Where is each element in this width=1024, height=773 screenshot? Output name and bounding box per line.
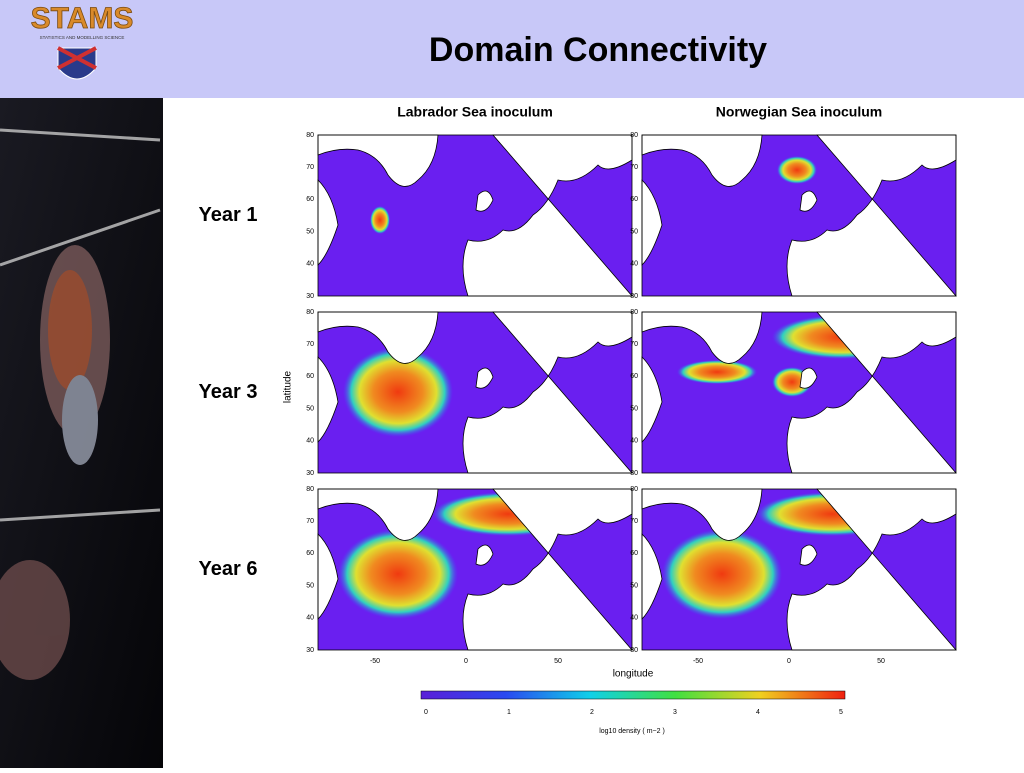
latitude-tick: 70	[306, 341, 314, 348]
colorbar-label: log10 density ( m−2 )	[599, 728, 665, 735]
latitude-tick: 60	[306, 196, 314, 203]
latitude-tick: 70	[630, 518, 638, 525]
row-label: Year 6	[199, 558, 258, 580]
latitude-tick: 80	[630, 486, 638, 493]
latitude-tick: 50	[306, 405, 314, 412]
longitude-tick: 50	[877, 658, 885, 665]
map-frame	[641, 488, 957, 651]
latitude-tick: 80	[630, 132, 638, 139]
density-patch	[777, 156, 817, 184]
latitude-tick: 70	[306, 518, 314, 525]
map-panel	[317, 488, 633, 651]
latitude-tick: 50	[306, 228, 314, 235]
colorbar-tick: 5	[839, 709, 843, 716]
latitude-tick: 70	[630, 164, 638, 171]
logo-cross	[57, 46, 97, 70]
colorbar-tick: 1	[507, 709, 511, 716]
latitude-tick: 30	[306, 647, 314, 654]
land	[641, 134, 957, 297]
y-axis-label: latitude	[283, 370, 294, 403]
map-frame	[317, 134, 633, 297]
colorbar-tick: 4	[756, 709, 760, 716]
latitude-tick: 40	[306, 438, 314, 445]
column-title: Norwegian Sea inoculum	[716, 104, 882, 120]
latitude-tick: 30	[630, 647, 638, 654]
latitude-tick: 40	[630, 438, 638, 445]
row-label: Year 1	[199, 204, 258, 226]
latitude-tick: 60	[630, 196, 638, 203]
land	[317, 488, 633, 651]
latitude-tick: 80	[306, 309, 314, 316]
latitude-tick: 80	[306, 132, 314, 139]
map-frame	[641, 134, 957, 297]
density-patch	[370, 206, 390, 234]
latitude-tick: 50	[306, 582, 314, 589]
map-panel	[641, 488, 957, 651]
header-band	[0, 0, 1024, 98]
colorbar-tick: 0	[424, 709, 428, 716]
land	[317, 134, 633, 297]
logo-text: STAMS	[31, 2, 134, 35]
latitude-tick: 40	[306, 615, 314, 622]
latitude-tick: 80	[630, 309, 638, 316]
density-patch	[338, 529, 458, 619]
latitude-tick: 40	[630, 261, 638, 268]
colorbar	[420, 690, 846, 700]
latitude-tick: 50	[630, 228, 638, 235]
latitude-tick: 30	[306, 470, 314, 477]
latitude-tick: 60	[630, 373, 638, 380]
column-title: Labrador Sea inoculum	[397, 104, 553, 120]
latitude-tick: 40	[306, 261, 314, 268]
map-panel	[317, 134, 633, 297]
latitude-tick: 30	[630, 470, 638, 477]
latitude-tick: 60	[630, 550, 638, 557]
density-patch	[343, 347, 453, 437]
longitude-tick: -50	[693, 658, 703, 665]
map-panel	[641, 311, 957, 474]
latitude-tick: 60	[306, 550, 314, 557]
map-frame	[317, 488, 633, 651]
latitude-tick: 40	[630, 615, 638, 622]
longitude-tick: 0	[464, 658, 468, 665]
longitude-tick: -50	[370, 658, 380, 665]
latitude-tick: 80	[306, 486, 314, 493]
latitude-tick: 70	[306, 164, 314, 171]
colorbar-tick: 2	[590, 709, 594, 716]
longitude-tick: 0	[787, 658, 791, 665]
logo-subtitle: STATISTICS AND MODELLING SCIENCE	[40, 35, 125, 40]
latitude-tick: 30	[306, 293, 314, 300]
map-frame	[317, 311, 633, 474]
slide-title: Domain Connectivity	[429, 31, 767, 69]
land	[641, 488, 957, 651]
land	[317, 311, 633, 474]
photo-detail	[0, 128, 161, 680]
latitude-tick: 50	[630, 405, 638, 412]
map-frame	[641, 311, 957, 474]
density-patch	[662, 529, 782, 619]
latitude-tick: 50	[630, 582, 638, 589]
land	[641, 311, 957, 474]
colorbar-tick: 3	[673, 709, 677, 716]
figure: Labrador Sea inoculum Norwegian Sea inocu…	[199, 104, 957, 735]
density-patch	[677, 360, 757, 384]
row-label: Year 3	[199, 381, 258, 403]
longitude-tick: 50	[554, 658, 562, 665]
map-panel	[641, 134, 957, 297]
latitude-tick: 60	[306, 373, 314, 380]
latitude-tick: 30	[630, 293, 638, 300]
x-axis-label: longitude	[613, 669, 654, 680]
map-panel	[317, 311, 633, 474]
latitude-tick: 70	[630, 341, 638, 348]
